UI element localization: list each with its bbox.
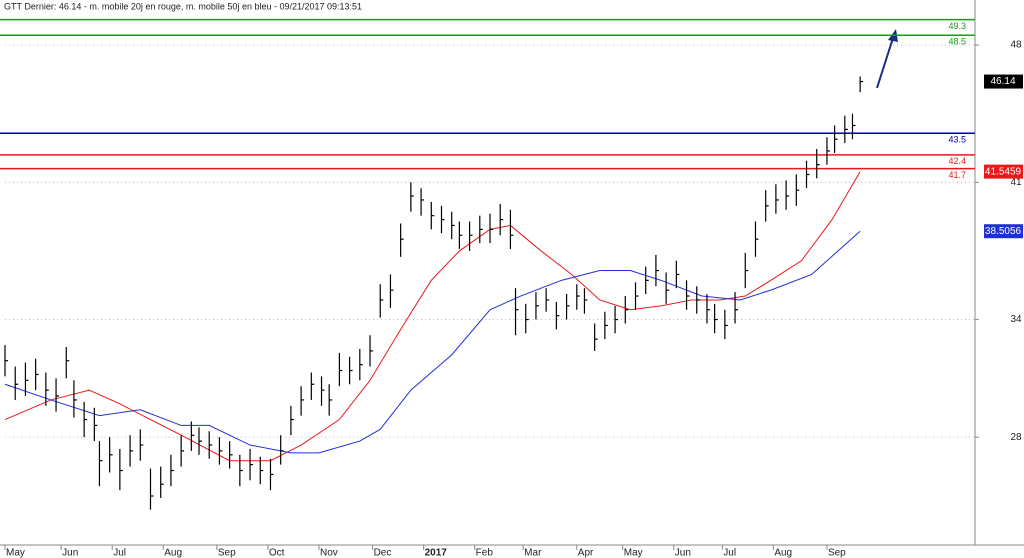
last-value-label: 46.14 — [990, 76, 1015, 87]
x-tick-label: 2017 — [425, 548, 448, 558]
level-label: 43.5 — [948, 135, 966, 145]
x-tick-label: Aug — [164, 548, 182, 558]
x-tick-label: Jul — [113, 548, 126, 558]
y-tick-label: 28 — [1010, 432, 1022, 443]
x-tick-label: Aug — [774, 548, 792, 558]
level-label: 49.3 — [948, 21, 966, 31]
price-bars — [4, 76, 864, 510]
arrow-shaft — [876, 37, 894, 89]
x-tick-label: Dec — [374, 548, 392, 558]
level-label: 42.4 — [948, 156, 966, 166]
moving-average — [4, 230, 861, 454]
x-tick-label: Sep — [218, 548, 236, 558]
level-label: 48.5 — [948, 37, 966, 47]
last-value-label: 38.5056 — [985, 226, 1022, 237]
x-tick-label: Jun — [675, 548, 691, 558]
x-tick-label: May — [6, 548, 25, 558]
x-tick-label: Apr — [578, 548, 594, 558]
x-tick-label: Mar — [524, 548, 542, 558]
y-tick-label: 48 — [1010, 40, 1022, 51]
y-tick-label: 34 — [1010, 314, 1022, 325]
chart-title: GTT Dernier: 46.14 - m. mobile 20j en ro… — [4, 1, 362, 11]
last-value-box — [984, 164, 1023, 179]
x-tick-label: Sep — [828, 548, 846, 558]
x-tick-label: Jul — [723, 548, 736, 558]
last-value-box — [984, 74, 1023, 89]
x-tick-label: Jun — [62, 548, 78, 558]
y-tick-label: 41 — [1010, 177, 1022, 188]
x-tick-label: Feb — [476, 548, 494, 558]
x-tick-label: Oct — [269, 548, 285, 558]
last-value-label: 41.5459 — [985, 166, 1022, 177]
moving-average — [4, 171, 861, 462]
x-tick-label: May — [624, 548, 643, 558]
x-tick-label: Nov — [320, 548, 338, 558]
last-value-box — [984, 224, 1023, 239]
level-label: 41.7 — [948, 170, 966, 180]
